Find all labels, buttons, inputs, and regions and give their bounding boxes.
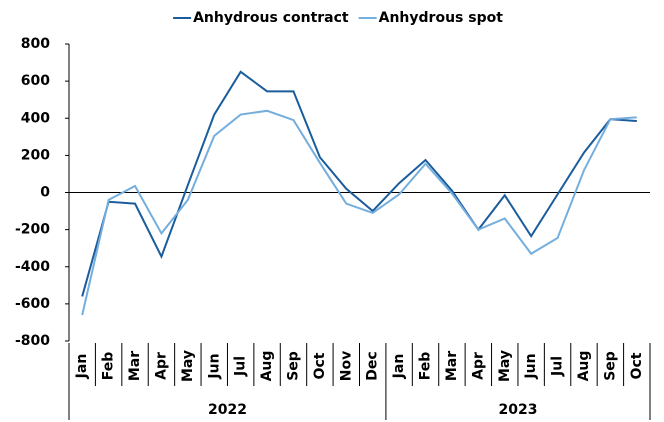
x-tick-label: Oct: [629, 352, 645, 379]
y-tick-label: 600: [21, 73, 50, 89]
y-tick-label: -600: [15, 296, 50, 312]
x-tick-label: Oct: [312, 352, 328, 379]
x-tick-label: May: [180, 350, 196, 382]
y-tick-label: 200: [21, 147, 50, 163]
x-tick-label: Jan: [74, 354, 90, 380]
x-tick-label: May: [497, 350, 513, 382]
series-line: [81, 70, 637, 297]
x-tick-label: Sep: [602, 351, 618, 381]
y-tick-label: 400: [21, 110, 50, 126]
x-tick-label: Dec: [365, 351, 381, 380]
x-tick-label: Jun: [523, 353, 539, 379]
x-tick-label: Mar: [127, 351, 143, 381]
x-tick-label: Jul: [550, 356, 566, 377]
x-tick-label: Feb: [418, 352, 434, 381]
x-tick-label: Jun: [206, 353, 222, 379]
y-tick-label: 0: [40, 185, 50, 201]
x-tick-label: Nov: [338, 351, 354, 381]
y-tick-label: 800: [21, 36, 50, 52]
x-tick-label: Jul: [233, 356, 249, 377]
x-tick-label: Aug: [576, 351, 592, 382]
y-tick-label: -400: [15, 259, 50, 275]
y-tick-label: -200: [15, 222, 50, 238]
x-tick-label: Aug: [259, 351, 275, 382]
group-label: 2023: [498, 402, 537, 418]
x-tick-label: Feb: [101, 352, 117, 381]
series-line: [81, 109, 637, 316]
group-label: 2022: [208, 402, 247, 418]
legend-label: Anhydrous spot: [379, 10, 504, 26]
x-tick-label: Apr: [153, 352, 169, 380]
legend-label: Anhydrous contract: [193, 10, 349, 26]
legend: Anhydrous contract Anhydrous spot: [173, 10, 503, 26]
x-tick-label: Mar: [444, 351, 460, 381]
x-tick-label: Jan: [391, 354, 407, 380]
x-tick-label: Sep: [285, 351, 301, 381]
y-tick-label: -800: [15, 333, 50, 349]
x-tick-label: Apr: [470, 352, 486, 380]
